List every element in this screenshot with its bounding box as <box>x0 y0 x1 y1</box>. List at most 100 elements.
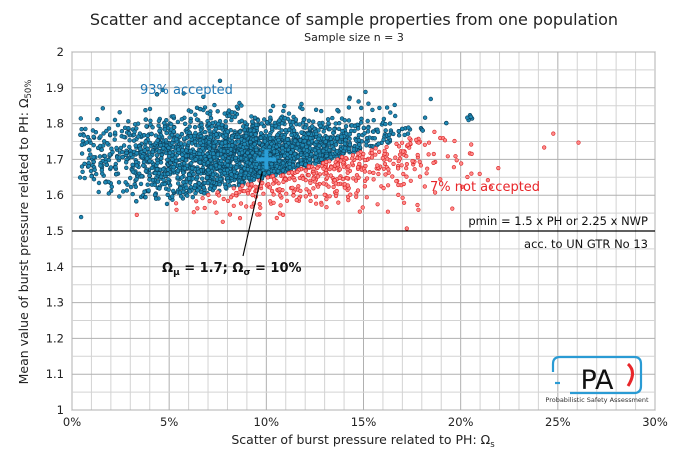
accepted-point <box>253 132 258 137</box>
accepted-point <box>376 141 381 146</box>
rejected-point <box>328 173 333 178</box>
accepted-point <box>143 168 149 174</box>
accepted-point <box>158 174 164 180</box>
accepted-point <box>297 122 302 127</box>
rejected-point <box>240 183 245 188</box>
y-tick-label: 1.1 <box>46 367 64 381</box>
population-annotation: Ωμ = 1.7; Ωσ = 10% <box>162 261 302 278</box>
accepted-point <box>165 157 170 163</box>
accepted-point <box>294 146 299 151</box>
accepted-point <box>288 150 293 155</box>
rejected-point <box>244 204 249 209</box>
logo-frame-icon <box>551 355 643 395</box>
accepted-point <box>128 175 133 181</box>
rejected-point <box>371 177 376 182</box>
accepted-point <box>422 115 428 120</box>
accepted-point <box>184 185 189 191</box>
accepted-point <box>182 121 188 127</box>
accepted-point <box>154 153 160 158</box>
accepted-point <box>282 103 287 109</box>
accepted-point <box>318 123 323 129</box>
rejected-point <box>267 185 273 190</box>
annotation-subscript: μ <box>173 268 180 278</box>
rejected-point <box>416 207 421 212</box>
accepted-point <box>287 165 293 170</box>
accepted-point <box>444 120 449 126</box>
accepted-point <box>82 161 87 167</box>
accepted-point <box>259 121 264 126</box>
accepted-point <box>236 134 242 140</box>
accepted-point <box>171 114 176 119</box>
accepted-point <box>165 171 171 177</box>
rejected-point <box>384 144 389 150</box>
accepted-point <box>428 96 433 102</box>
rejected-point <box>345 176 350 181</box>
accepted-point <box>225 158 230 164</box>
rejected-point <box>451 165 457 170</box>
accepted-point <box>184 148 189 153</box>
accepted-point <box>147 106 153 112</box>
accepted-point <box>286 127 292 133</box>
x-tick-label: 25% <box>545 415 571 429</box>
accepted-point <box>89 174 94 179</box>
rejected-point <box>247 186 252 191</box>
accepted-point <box>242 120 248 125</box>
rejected-point <box>348 192 353 197</box>
accepted-point <box>325 135 330 141</box>
accepted-point <box>130 191 135 197</box>
rejected-point <box>300 176 306 181</box>
rejected-point <box>304 187 309 192</box>
accepted-point <box>86 163 91 169</box>
rejected-point <box>404 174 409 179</box>
accepted-point <box>229 172 234 177</box>
accepted-point <box>134 159 139 165</box>
pa-logo: PA Probabilistic Safety Assessment <box>545 355 649 404</box>
accepted-point <box>91 177 97 182</box>
chart-title: Scatter and acceptance of sample propert… <box>90 10 618 29</box>
accepted-point <box>331 146 337 152</box>
rejected-point <box>397 152 403 157</box>
accepted-point <box>134 177 139 182</box>
accepted-point <box>304 152 310 158</box>
accepted-point <box>223 185 228 190</box>
accepted-point <box>217 78 223 84</box>
accepted-point <box>133 143 138 148</box>
accepted-point <box>134 199 139 204</box>
accepted-point <box>319 108 324 114</box>
accepted-point <box>290 119 296 125</box>
accepted-point <box>116 180 122 185</box>
rejected-point <box>442 138 448 143</box>
rejected-point <box>551 131 556 136</box>
rejected-point <box>238 201 244 206</box>
accepted-point <box>226 143 232 148</box>
rejected-point <box>335 157 340 162</box>
accepted-point <box>269 161 274 167</box>
accepted-point <box>381 137 386 142</box>
y-tick-label: 1.2 <box>46 331 64 345</box>
accepted-point <box>254 147 259 153</box>
accepted-point <box>210 120 216 126</box>
rejected-point <box>257 201 262 207</box>
rejected-point <box>324 197 329 202</box>
rejected-point <box>332 178 337 183</box>
accepted-point <box>234 165 239 170</box>
accepted-point <box>352 123 358 129</box>
rejected-point <box>431 151 436 157</box>
rejected-point <box>270 173 276 179</box>
rejected-point <box>396 182 401 188</box>
accepted-point <box>384 105 390 110</box>
rejected-point <box>278 193 283 198</box>
accepted-point <box>420 128 425 133</box>
accepted-point <box>149 165 155 171</box>
accepted-point <box>333 121 338 126</box>
accepted-point <box>229 135 235 141</box>
accepted-point <box>346 118 352 123</box>
rejected-point <box>383 172 388 177</box>
rejected-point <box>453 154 458 159</box>
rejected-point <box>460 184 465 189</box>
accepted-point <box>326 147 332 153</box>
accepted-point <box>284 143 289 148</box>
accepted-point <box>325 117 331 122</box>
accepted-point <box>141 163 146 168</box>
rejected-point <box>337 167 343 172</box>
